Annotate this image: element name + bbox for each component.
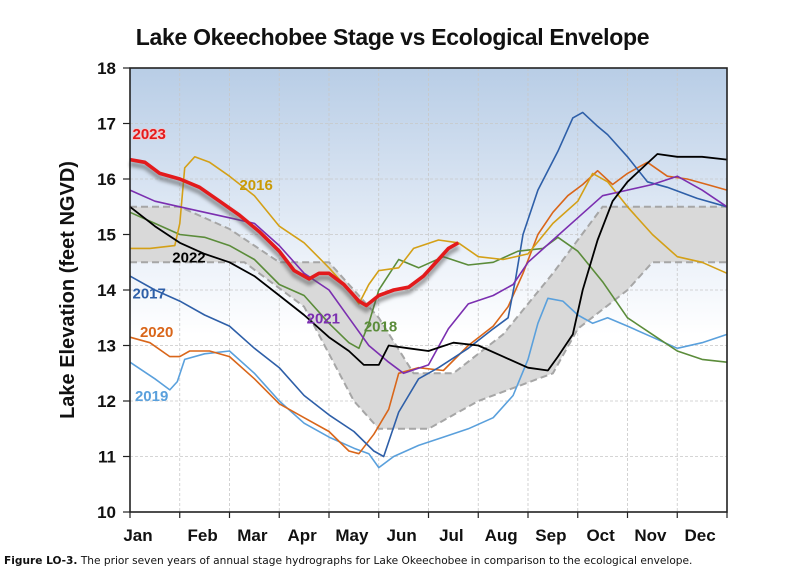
series-label-2023: 2023 (132, 126, 165, 143)
x-tick-label: Dec (685, 526, 716, 545)
series-label-2020: 2020 (140, 324, 173, 341)
axes: 10 11 12 13 14 15 16 17 18 Jan Feb Mar Apr May Jun Jul A… (97, 59, 728, 545)
series-line-2022 (129, 153, 728, 372)
x-tick-label: Jun (387, 526, 417, 545)
y-tick-label: 17 (97, 115, 116, 134)
y-tick-label: 18 (97, 59, 116, 78)
y-tick-label: 16 (97, 170, 116, 189)
caption-label: Figure LO-3. (4, 555, 78, 567)
y-tick-label: 15 (97, 226, 116, 245)
series-labels: 2023 2022 2021 2016 2018 2017 2020 2019 (132, 125, 397, 405)
series-line-2019 (129, 297, 728, 469)
series-label-2017: 2017 (132, 285, 165, 302)
series-2023-shadow (129, 161, 460, 314)
series-label-2022: 2022 (172, 249, 205, 266)
ecological-envelope (130, 205, 727, 430)
y-axis-title: Lake Elevation (feet NGVD) (57, 161, 79, 419)
series-line-2016 (130, 156, 728, 305)
x-tick-label: Jan (123, 526, 152, 545)
x-tick-label: Aug (485, 526, 518, 545)
x-tick-label: Oct (586, 526, 615, 545)
series-lines (129, 111, 728, 469)
series-line-2020 (129, 161, 728, 455)
x-tick-label: Apr (287, 526, 317, 545)
x-tick-label: Jul (439, 526, 464, 545)
x-tick-label: Nov (634, 526, 667, 545)
y-tick-label: 13 (97, 337, 116, 356)
envelope-upper-bound (130, 205, 727, 375)
chart-title: Lake Okeechobee Stage vs Ecological Enve… (135, 24, 650, 50)
caption-text: The prior seven years of annual stage hy… (77, 555, 693, 567)
envelope-lower-bound (130, 261, 727, 430)
series-label-2018: 2018 (364, 319, 397, 336)
y-tick-label: 11 (98, 448, 116, 467)
series-line-2023 (129, 157, 460, 308)
series-line-2018 (129, 211, 728, 363)
envelope-fill (130, 206, 727, 429)
series-label-2019: 2019 (135, 388, 168, 405)
x-tick-label: Feb (188, 526, 218, 545)
x-tick-label: May (335, 526, 369, 545)
x-tick-label: Mar (237, 526, 268, 545)
series-label-2021: 2021 (307, 310, 340, 327)
series-label-2016: 2016 (239, 177, 272, 194)
figure-caption: Figure LO-3. The prior seven years of an… (4, 555, 692, 567)
x-tick-label: Sep (535, 526, 566, 545)
y-tick-label: 10 (97, 503, 116, 522)
y-tick-label: 12 (97, 392, 116, 411)
y-tick-label: 14 (97, 281, 116, 300)
series-line-2017 (129, 111, 728, 458)
